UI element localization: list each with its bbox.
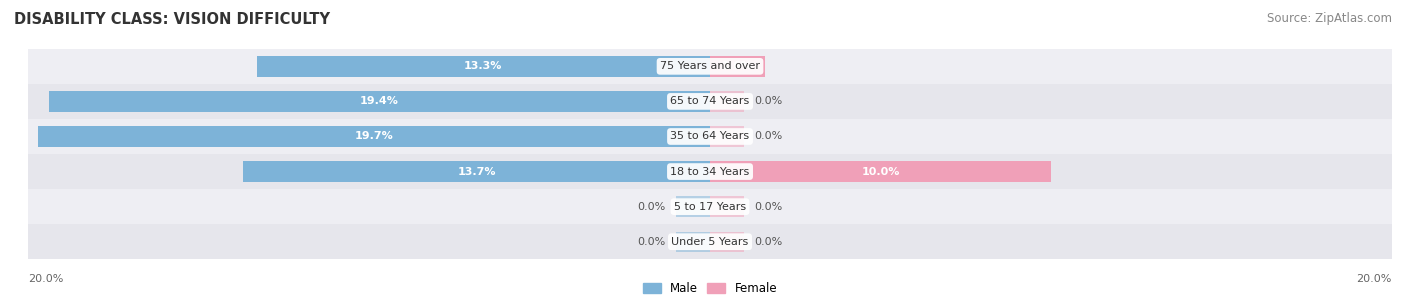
Text: 0.0%: 0.0%	[637, 237, 665, 247]
Bar	[256, 56, 710, 77]
Bar	[710, 161, 1052, 182]
Bar	[28, 224, 1392, 259]
Text: 18 to 34 Years: 18 to 34 Years	[671, 167, 749, 177]
Text: 65 to 74 Years: 65 to 74 Years	[671, 96, 749, 106]
Bar	[28, 154, 1392, 189]
Bar	[710, 91, 744, 112]
Bar	[28, 189, 1392, 224]
Text: 0.0%: 0.0%	[755, 202, 783, 212]
Bar	[28, 119, 1392, 154]
Bar	[710, 196, 744, 217]
Text: 0.0%: 0.0%	[637, 202, 665, 212]
Text: 1.6%: 1.6%	[721, 61, 752, 71]
Text: 0.0%: 0.0%	[755, 237, 783, 247]
Text: 19.4%: 19.4%	[360, 96, 399, 106]
Text: 13.7%: 13.7%	[457, 167, 496, 177]
Bar	[49, 91, 710, 112]
Text: Source: ZipAtlas.com: Source: ZipAtlas.com	[1267, 12, 1392, 25]
Text: 20.0%: 20.0%	[1357, 274, 1392, 284]
Bar	[38, 126, 710, 147]
Text: 5 to 17 Years: 5 to 17 Years	[673, 202, 747, 212]
Text: 10.0%: 10.0%	[862, 167, 900, 177]
Text: Under 5 Years: Under 5 Years	[672, 237, 748, 247]
Text: 0.0%: 0.0%	[755, 131, 783, 142]
Legend: Male, Female: Male, Female	[638, 277, 782, 300]
Bar	[243, 161, 710, 182]
Text: 19.7%: 19.7%	[354, 131, 394, 142]
Bar	[710, 126, 744, 147]
Text: DISABILITY CLASS: VISION DIFFICULTY: DISABILITY CLASS: VISION DIFFICULTY	[14, 12, 330, 27]
Bar	[28, 49, 1392, 84]
Bar	[676, 231, 710, 252]
Bar	[676, 196, 710, 217]
Bar	[710, 56, 765, 77]
Text: 20.0%: 20.0%	[28, 274, 63, 284]
Text: 75 Years and over: 75 Years and over	[659, 61, 761, 71]
Bar	[28, 84, 1392, 119]
Text: 35 to 64 Years: 35 to 64 Years	[671, 131, 749, 142]
Text: 0.0%: 0.0%	[755, 96, 783, 106]
Bar	[710, 231, 744, 252]
Text: 13.3%: 13.3%	[464, 61, 502, 71]
